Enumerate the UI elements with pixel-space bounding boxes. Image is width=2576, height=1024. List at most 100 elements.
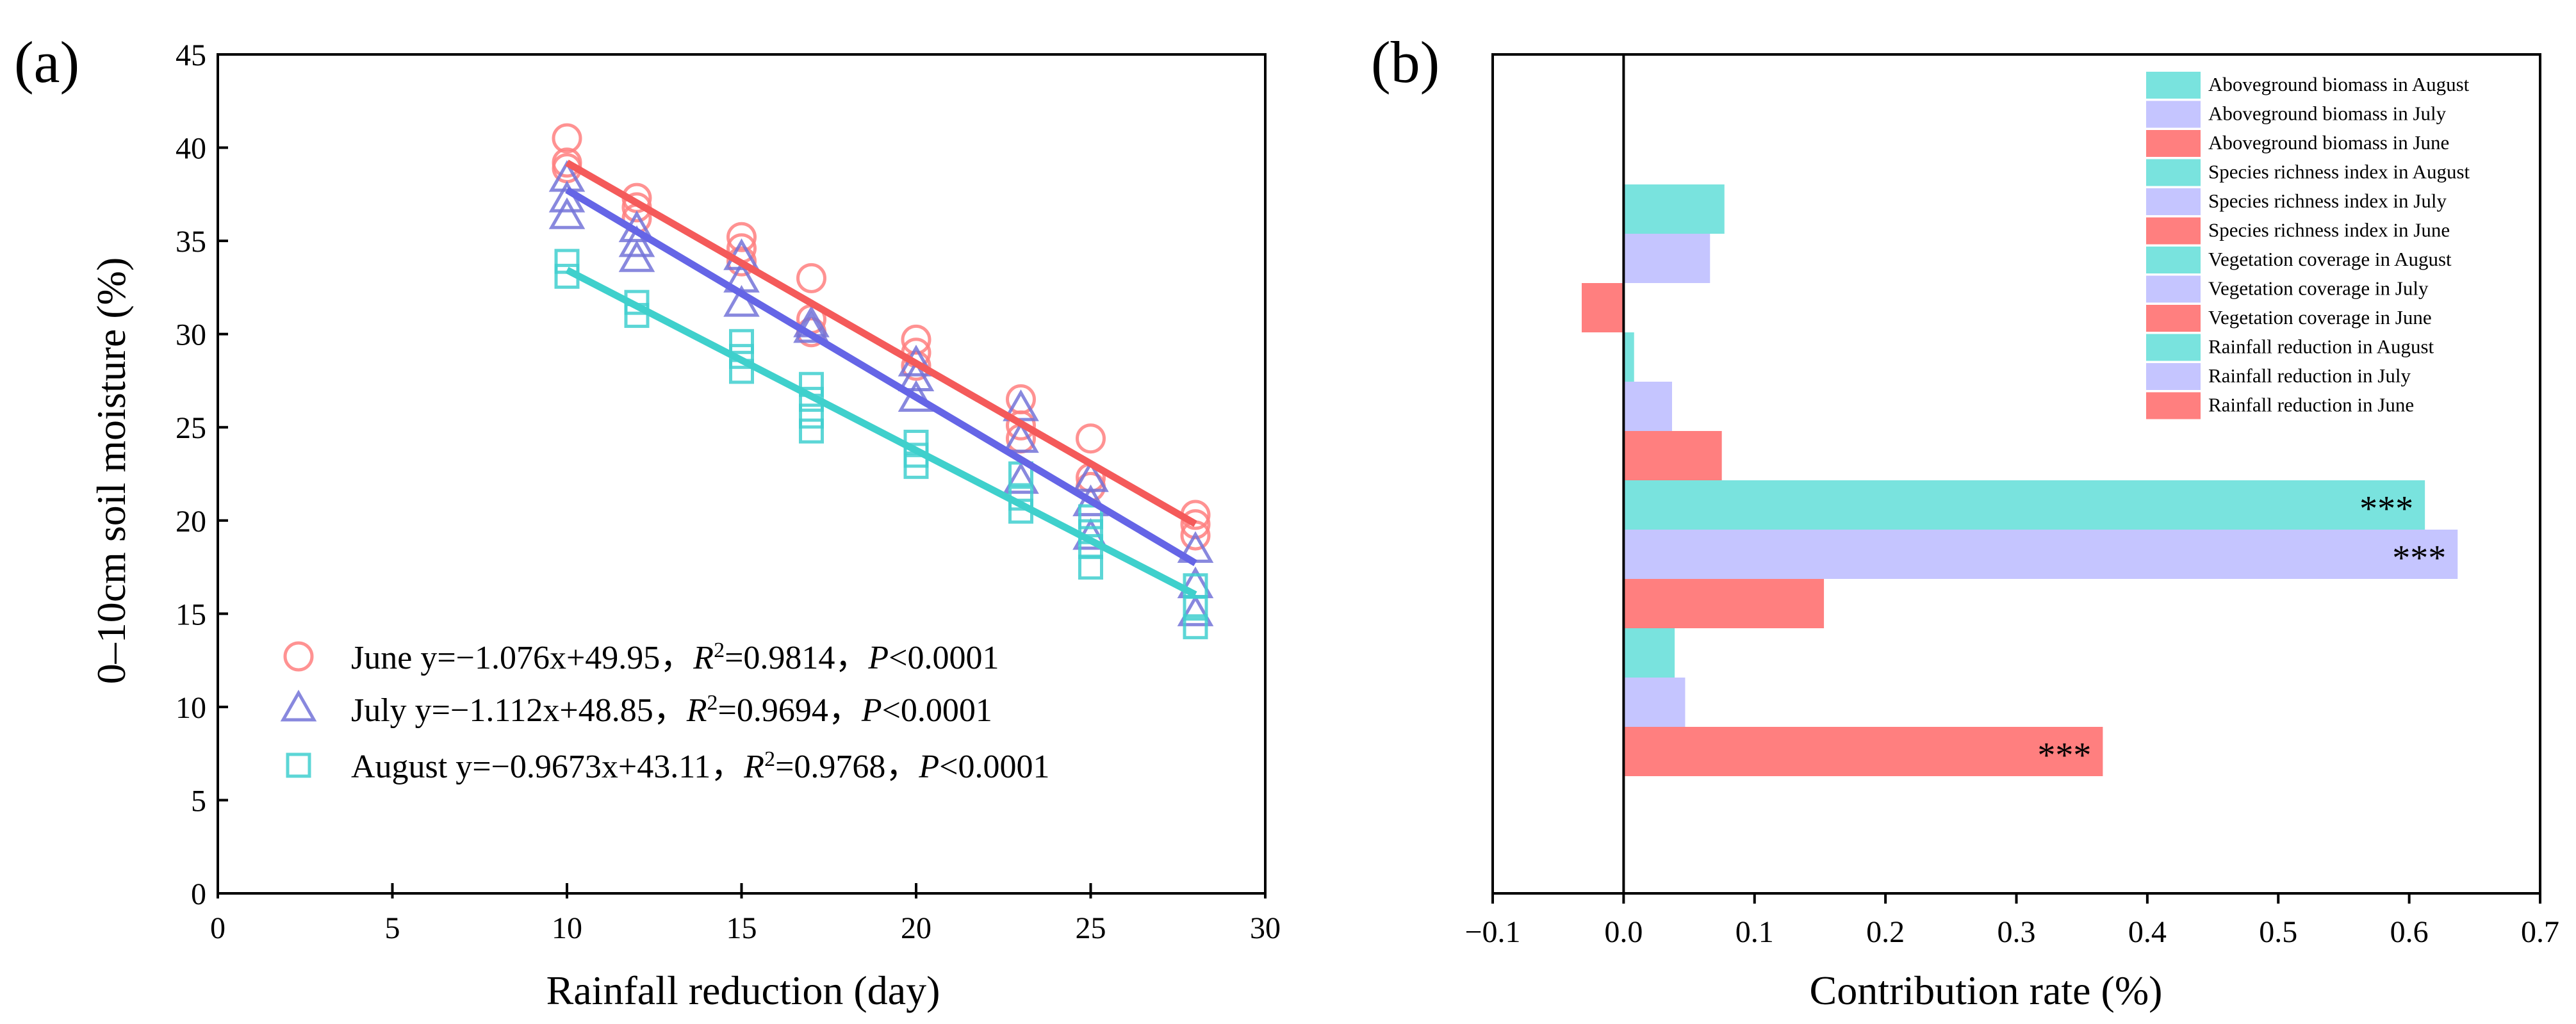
y-tick-label: 40	[176, 132, 206, 166]
x-tick-label: 0.6	[2390, 915, 2429, 949]
july-fit-line	[565, 186, 1197, 567]
panel-b-bars: *** *** ***	[1581, 184, 2458, 776]
legend-swatch	[2146, 392, 2201, 419]
panel-a-x-axis: 0 5 10 15 20 25 30	[210, 883, 1281, 945]
june-data-point	[796, 263, 826, 293]
august-data-point	[729, 329, 754, 354]
legend-entry: Rainfall reduction in August	[2208, 336, 2434, 358]
x-tick-label: 0.3	[1998, 915, 2036, 949]
legend-entry: Species richness index in July	[2208, 190, 2447, 212]
june-legend-marker	[283, 641, 314, 672]
july-data-point	[548, 197, 586, 229]
august-fit-line	[565, 266, 1197, 598]
legend-entry: Vegetation coverage in June	[2208, 306, 2432, 329]
panel-b-x-axis: −0.1 0.0 0.1 0.2 0.3 0.4 0.5 0.6 0.7	[1464, 893, 2559, 949]
contribution-bar	[1623, 480, 2425, 530]
july-data-point	[1177, 594, 1214, 626]
significance-label: ***	[2037, 736, 2091, 776]
contribution-bar	[1623, 332, 1634, 382]
august-data-point	[1078, 555, 1103, 580]
panel-a-fit-lines	[565, 159, 1197, 598]
legend-swatch	[2146, 72, 2201, 99]
legend-swatch	[2146, 188, 2201, 215]
june-data-point	[1076, 423, 1106, 454]
august-data-point	[799, 418, 824, 444]
legend-swatch	[2146, 247, 2201, 273]
legend-swatch	[2146, 334, 2201, 361]
x-tick-label: 5	[385, 911, 400, 945]
june-data-point	[1180, 509, 1211, 540]
panel-a-markers	[548, 123, 1214, 640]
x-tick-label: 0.4	[2128, 915, 2167, 949]
x-tick-label: 25	[1076, 911, 1106, 945]
contribution-bar	[1623, 382, 1672, 431]
contribution-bar	[1623, 579, 1825, 628]
x-tick-label: −0.1	[1464, 915, 1520, 949]
legend-entry: Rainfall reduction in July	[2208, 364, 2411, 387]
june-data-point	[1006, 410, 1036, 441]
y-tick-label: 10	[176, 691, 206, 725]
legend-entry: Aboveground biomass in July	[2208, 102, 2447, 125]
x-tick-label: 15	[726, 911, 757, 945]
x-tick-label: 30	[1250, 911, 1281, 945]
june-data-point	[726, 246, 757, 277]
legend-swatch	[2146, 130, 2201, 157]
july-data-point	[1003, 421, 1039, 453]
x-tick-label: 0	[210, 911, 226, 945]
panel-b-legend: Aboveground biomass in August Aboveground…	[2146, 72, 2470, 419]
august-legend-marker	[286, 752, 311, 778]
panel-label-b: (b)	[1371, 29, 1440, 95]
august-legend-text: August y=−0.9673x+43.11，R2=0.9768，P<0.00…	[351, 747, 1049, 786]
august-data-point	[1183, 596, 1208, 621]
contribution-bar	[1623, 727, 2103, 776]
august-data-point	[799, 403, 824, 429]
x-tick-label: 0.5	[2259, 915, 2297, 949]
contribution-bar	[1623, 628, 1675, 678]
panel-a-legend: June y=−1.076x+49.95，R2=0.9814，P<0.0001 J…	[280, 638, 1049, 786]
panel-b-x-axis-label: Contribution rate (%)	[1810, 968, 2163, 1013]
august-data-point	[1078, 504, 1103, 530]
y-tick-label: 5	[191, 784, 206, 818]
legend-swatch	[2146, 363, 2201, 390]
panel-a-y-axis: 0 5 10 15 20 25 30 35 40 45	[176, 38, 228, 911]
y-tick-label: 0	[191, 877, 206, 911]
legend-swatch	[2146, 101, 2201, 128]
x-tick-label: 20	[901, 911, 931, 945]
panel-a: (a) 0 5 10 15 20 25 30 0 5 10 15 20 25 30 35 40 45 Rain…	[14, 29, 1281, 1013]
legend-swatch	[2146, 305, 2201, 332]
july-data-point	[618, 225, 655, 257]
june-data-point	[726, 222, 757, 252]
panel-label-a: (a)	[14, 29, 79, 95]
contribution-bar	[1623, 530, 2458, 579]
july-data-point	[618, 240, 655, 272]
june-data-point	[552, 123, 582, 154]
x-tick-label: 0.1	[1735, 915, 1774, 949]
x-tick-label: 0.7	[2521, 915, 2559, 949]
august-data-point	[554, 248, 580, 274]
legend-entry: Species richness index in August	[2208, 161, 2470, 183]
panel-b: (b) *** *** *** −0.1 0.0 0.1 0.2 0.3 0.4 0.5 0.6 0…	[1371, 29, 2559, 1013]
y-tick-label: 30	[176, 318, 206, 352]
july-data-point	[898, 359, 935, 392]
legend-swatch	[2146, 275, 2201, 303]
significance-label: ***	[2392, 539, 2446, 578]
x-tick-label: 0.0	[1604, 915, 1643, 949]
significance-label: ***	[2359, 489, 2413, 529]
legend-entry: Vegetation coverage in August	[2208, 248, 2452, 270]
contribution-bar	[1623, 184, 1725, 234]
legend-entry: Species richness index in June	[2208, 219, 2450, 241]
y-tick-label: 15	[176, 597, 206, 631]
panel-a-x-axis-label: Rainfall reduction (day)	[546, 968, 940, 1013]
panel-a-y-axis-label: 0–10cm soil moisture (%)	[88, 257, 134, 685]
x-tick-label: 10	[552, 911, 582, 945]
contribution-bar	[1581, 283, 1624, 332]
june-legend-text: June y=−1.076x+49.95，R2=0.9814，P<0.0001	[351, 638, 999, 677]
july-data-point	[1003, 462, 1039, 494]
legend-entry: Rainfall reduction in June	[2208, 394, 2414, 416]
contribution-bar	[1623, 431, 1722, 480]
y-tick-label: 20	[176, 505, 206, 539]
contribution-bar	[1623, 234, 1710, 283]
y-tick-label: 45	[176, 38, 206, 72]
july-legend-text: July y=−1.112x+48.85，R2=0.9694，P<0.0001	[351, 691, 992, 729]
